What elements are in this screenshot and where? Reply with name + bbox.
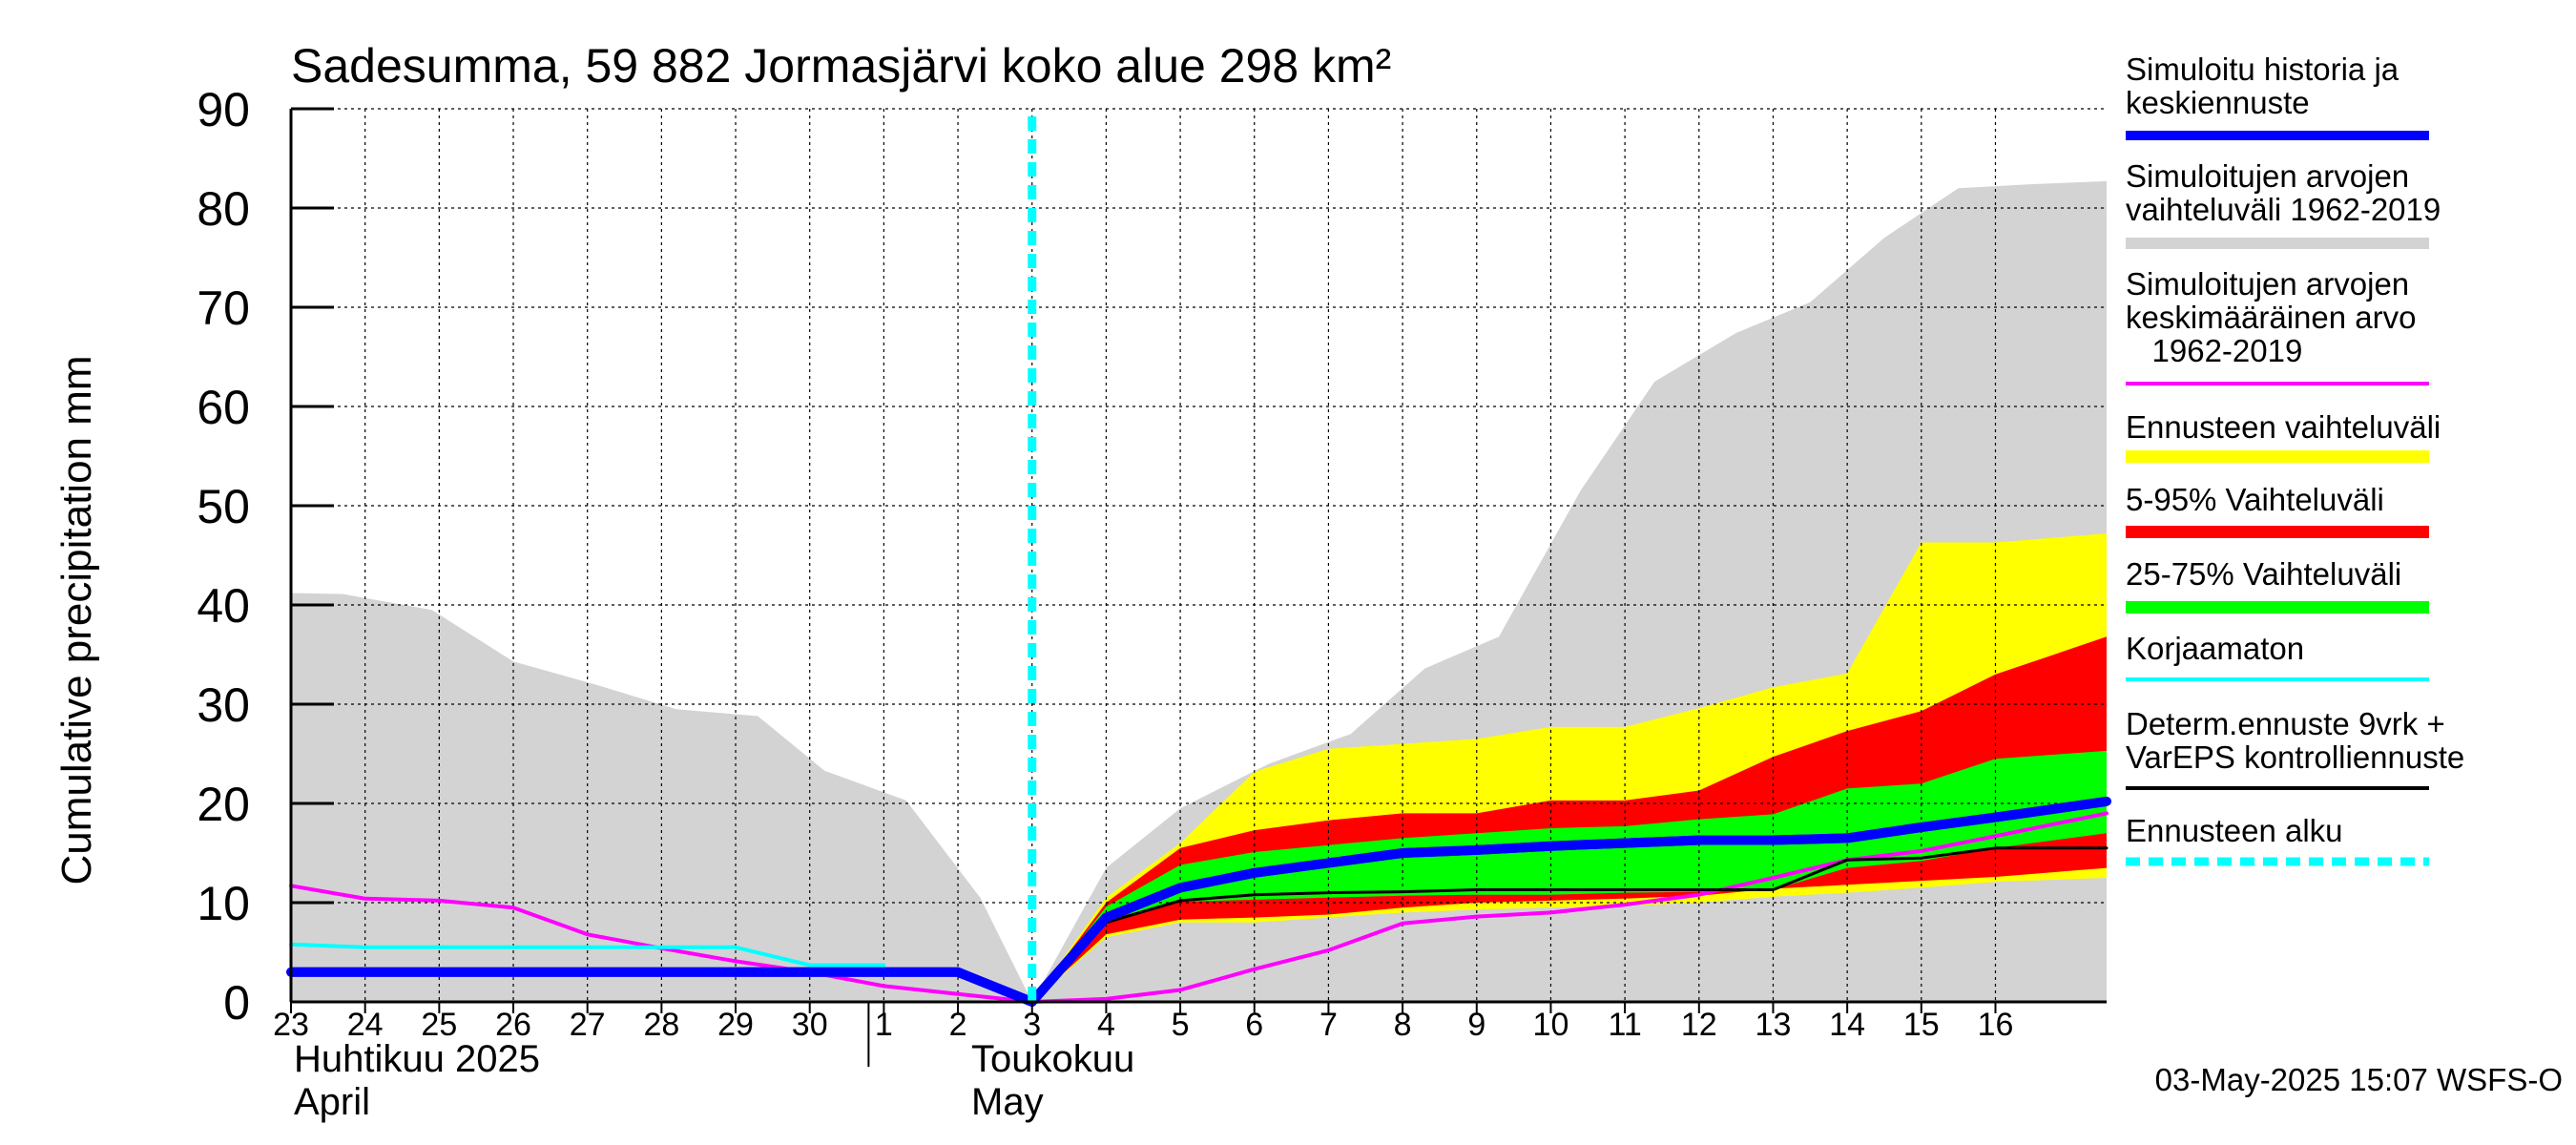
x-tick-label-19: 12 — [1681, 1007, 1717, 1043]
legend-label-historical-mean-1: Simuloitujen arvojen — [2126, 266, 2409, 302]
axes-layer — [289, 109, 2107, 1067]
legend-label-deterministic-1: Determ.ennuste 9vrk + — [2126, 706, 2445, 741]
series-simulated-history-top — [291, 796, 2108, 1007]
legend-swatch-range-25-75 — [2126, 601, 2429, 614]
x-tick-label-4: 27 — [570, 1007, 606, 1043]
x-tick-label-14: 7 — [1319, 1007, 1338, 1043]
legend-label-historical-mean-3: 1962-2019 — [2126, 333, 2302, 368]
legend-swatch-range-5-95 — [2126, 526, 2429, 538]
legend-swatch-historical-range — [2126, 238, 2429, 249]
series-layer — [286, 116, 2111, 1007]
x-tick-label-15: 8 — [1394, 1007, 1412, 1043]
legend-label-forecast-range: Ennusteen vaihteluväli — [2126, 409, 2441, 445]
month-label-may-fi: Toukokuu — [971, 1038, 1134, 1080]
x-tick-label-0: 23 — [273, 1007, 309, 1043]
series-deterministic-forecast — [1030, 846, 2109, 1004]
y-tick-layer: 0 10 20 30 40 50 60 70 80 90 — [197, 83, 334, 1030]
legend-label-historical-range-2: vaihteluväli 1962-2019 — [2126, 192, 2441, 227]
month-label-april-fi: Huhtikuu 2025 — [294, 1038, 540, 1080]
month-label-april-en: April — [294, 1081, 370, 1123]
y-tick-label-4: 40 — [197, 579, 250, 633]
y-tick-label-8: 80 — [197, 182, 250, 236]
legend: Simuloitu historia ja keskiennuste Simul… — [2126, 52, 2464, 866]
y-tick-label-9: 90 — [197, 83, 250, 136]
y-tick-label-2: 20 — [197, 778, 250, 831]
x-tick-label-10: 3 — [1023, 1007, 1041, 1043]
band-range-5-95 — [1031, 636, 2107, 1002]
y-tick-label-3: 30 — [197, 678, 250, 732]
x-tick-label-1: 24 — [347, 1007, 384, 1043]
month-label-may-en: May — [971, 1081, 1044, 1123]
x-tick-label-11: 4 — [1097, 1007, 1115, 1043]
y-tick-label-6: 60 — [197, 381, 250, 434]
legend-label-uncorrected: Korjaamaton — [2126, 631, 2304, 666]
legend-label-simulated-history-1: Simuloitu historia ja — [2126, 52, 2399, 87]
y-tick-label-1: 10 — [197, 877, 250, 930]
x-tick-label-7: 30 — [792, 1007, 828, 1043]
legend-label-range-25-75: 25-75% Vaihteluväli — [2126, 556, 2401, 592]
legend-label-range-5-95: 5-95% Vaihteluväli — [2126, 482, 2384, 517]
legend-label-historical-range-1: Simuloitujen arvojen — [2126, 158, 2409, 194]
x-tick-label-13: 6 — [1245, 1007, 1263, 1043]
legend-label-deterministic-2: VarEPS kontrolliennuste — [2126, 739, 2464, 775]
series-uncorrected — [289, 942, 886, 968]
y-tick-label-7: 70 — [197, 281, 250, 335]
x-tick-label-12: 5 — [1172, 1007, 1190, 1043]
x-tick-label-16: 9 — [1467, 1007, 1485, 1043]
y-tick-label-5: 50 — [197, 480, 250, 533]
x-tick-label-2: 25 — [421, 1007, 457, 1043]
footer-timestamp: 03-May-2025 15:07 WSFS-O — [2155, 1062, 2563, 1097]
legend-label-historical-mean-2: keskimääräinen arvo — [2126, 300, 2416, 335]
legend-swatch-uncorrected — [2126, 677, 2429, 681]
y-tick-label-0: 0 — [223, 976, 250, 1030]
x-tick-label-3: 26 — [495, 1007, 531, 1043]
x-tick-label-8: 1 — [875, 1007, 893, 1043]
band-layer — [291, 180, 2107, 1002]
x-tick-label-21: 14 — [1829, 1007, 1865, 1043]
legend-swatch-simulated-history — [2126, 131, 2429, 140]
x-tick-label-20: 13 — [1755, 1007, 1792, 1043]
x-tick-label-9: 2 — [949, 1007, 967, 1043]
x-tick-label-23: 16 — [1978, 1007, 2014, 1043]
x-tick-label-17: 10 — [1533, 1007, 1569, 1043]
series-historical-mean — [289, 811, 2109, 1004]
x-tick-label-6: 29 — [717, 1007, 754, 1043]
x-tick-layer: 23 24 25 26 27 28 29 30 1 2 3 4 5 6 7 8 9 10 11 12 13 14 15 16 — [273, 1002, 2013, 1043]
x-tick-label-22: 15 — [1903, 1007, 1940, 1043]
y-axis-label: Cumulative precipitation mm — [53, 355, 100, 885]
x-tick-label-18: 11 — [1608, 1007, 1641, 1043]
legend-swatch-deterministic — [2126, 786, 2429, 790]
legend-label-simulated-history-2: keskiennuste — [2126, 85, 2310, 120]
chart-title: Sadesumma, 59 882 Jormasjärvi koko alue … — [291, 39, 1391, 93]
legend-swatch-forecast-range — [2126, 450, 2429, 463]
band-range-25-75 — [1031, 750, 2107, 1002]
legend-swatch-historical-mean — [2126, 382, 2429, 385]
x-tick-label-5: 28 — [643, 1007, 679, 1043]
legend-label-forecast-start: Ennusteen alku — [2126, 813, 2343, 848]
